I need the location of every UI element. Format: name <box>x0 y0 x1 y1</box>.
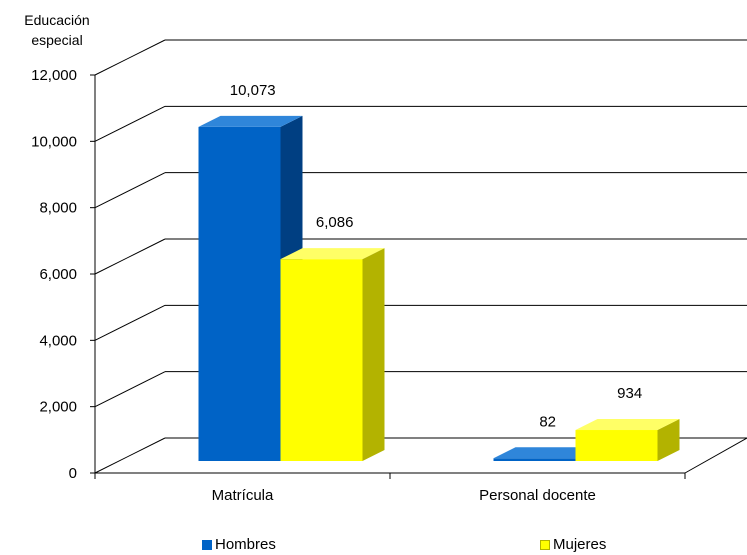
gridline-side <box>94 304 166 341</box>
y-tick-label: 10,000 <box>31 133 77 150</box>
y-tick-label: 0 <box>69 465 77 482</box>
chart-axes <box>90 74 747 479</box>
legend-item-mujeres: Mujeres <box>540 536 606 553</box>
bar-front <box>198 126 281 461</box>
bar-mujeres <box>575 419 680 461</box>
legend-item-hombres: Hombres <box>202 536 276 553</box>
chart-texts: 0 2,000 4,000 6,000 8,000 10,000 12,000 Matrícu… <box>24 12 642 504</box>
y-tick-label: 4,000 <box>39 332 77 349</box>
bar-top <box>493 447 598 459</box>
bar-side <box>657 419 680 461</box>
y-axis-title: especial <box>31 32 82 48</box>
legend-swatch-mujeres <box>540 539 550 550</box>
gridline-side <box>94 371 166 408</box>
y-tick-label: 6,000 <box>39 266 77 283</box>
gridline-side <box>94 238 166 275</box>
gridline-side <box>94 172 166 209</box>
data-label: 6,086 <box>316 214 354 231</box>
data-label: 82 <box>539 413 556 430</box>
y-tick-label: 8,000 <box>39 200 77 217</box>
data-label: 10,073 <box>230 82 276 99</box>
gridline-side <box>94 39 166 76</box>
legend-label-hombres: Hombres <box>215 536 276 553</box>
bar-front <box>575 430 658 461</box>
legend-swatch-hombres <box>202 539 212 550</box>
y-tick-label: 12,000 <box>31 67 77 84</box>
gridline-side <box>94 105 166 142</box>
y-tick-label: 2,000 <box>39 399 77 416</box>
data-label: 934 <box>617 385 642 402</box>
chart-grid <box>94 39 747 474</box>
floor-edge <box>684 437 747 474</box>
bar-mujeres <box>280 248 385 461</box>
gridline-side <box>94 437 166 474</box>
bar-top <box>198 115 303 127</box>
chart-bars <box>198 115 680 461</box>
bar-side <box>362 248 385 461</box>
bar-top <box>280 248 385 260</box>
y-axis-title: Educación <box>24 12 89 28</box>
bar-front <box>493 458 576 461</box>
bar-top <box>575 419 680 431</box>
x-tick-label: Personal docente <box>479 487 596 504</box>
bar-front <box>280 259 363 461</box>
legend-label-mujeres: Mujeres <box>553 536 607 553</box>
x-tick-label: Matrícula <box>212 487 274 504</box>
